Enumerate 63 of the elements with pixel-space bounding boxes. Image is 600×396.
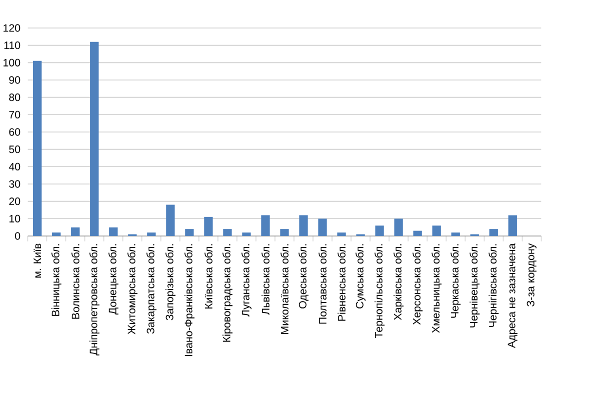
- y-tick-label: 80: [9, 94, 20, 102]
- y-tick-label: 50: [9, 146, 20, 154]
- bar: [413, 230, 422, 236]
- bar: [394, 218, 403, 236]
- bar: [508, 215, 517, 236]
- y-tick-label: 30: [9, 180, 20, 188]
- x-tick-label: Чернівецька обл.: [470, 244, 480, 328]
- y-tick-label: 110: [4, 42, 20, 50]
- bar: [318, 218, 327, 236]
- bar: [489, 229, 498, 236]
- bar: [52, 232, 61, 236]
- x-tick-label: Донецька обл.: [108, 244, 118, 315]
- bar: [337, 232, 346, 236]
- x-tick-label: Дніпропетровська обл.: [89, 244, 100, 356]
- x-tick-label: Вінницька обл.: [51, 244, 62, 316]
- x-tick-label: З-за кордону: [526, 243, 536, 306]
- y-tick-label: 60: [9, 128, 20, 136]
- x-tick-label: Житомирська обл.: [127, 244, 138, 334]
- bar: [223, 229, 232, 236]
- y-tick-label: 90: [9, 76, 20, 84]
- bar: [185, 229, 194, 236]
- bar: [280, 229, 289, 236]
- bar: [166, 204, 175, 236]
- y-tick-label: 20: [9, 198, 20, 206]
- x-tick-label: м. Київ: [34, 244, 42, 278]
- x-tick-label: Адреса не зазначена: [508, 243, 518, 348]
- x-tick-label: Тернопільська обл.: [374, 244, 385, 338]
- bar: [451, 232, 460, 236]
- x-tick-label: Одеська обл.: [298, 244, 308, 308]
- x-tick-label: Херсонська обл.: [412, 244, 423, 325]
- x-tick-label: Львівська обл.: [262, 244, 270, 315]
- bar: [375, 226, 384, 236]
- x-tick-label: Сумська обл.: [356, 244, 366, 308]
- y-tick-label: 0: [15, 232, 20, 240]
- x-tick-label: Полтавська обл.: [318, 244, 326, 324]
- y-tick-label: 40: [8, 162, 20, 170]
- x-tick-label: Київська обл.: [204, 244, 212, 309]
- bar: [432, 226, 441, 236]
- bar: [71, 227, 80, 236]
- x-tick-label: Луганська обл.: [241, 244, 252, 317]
- bar: [261, 215, 270, 236]
- y-tick-label: 70: [9, 110, 20, 118]
- x-tick-label: Харківська обл.: [394, 244, 404, 320]
- x-tick-label: Запорізька обл.: [165, 244, 176, 320]
- x-tick-label: Хмельницька обл.: [432, 244, 442, 333]
- x-tick-label: Закарпатська обл.: [146, 244, 156, 334]
- x-tick-label: Івано-Франківська обл.: [184, 244, 194, 356]
- x-tick-label: Волинська обл.: [71, 244, 80, 319]
- y-tick-label: 10: [9, 214, 20, 222]
- y-tick-label: 120: [4, 24, 20, 32]
- bar: [33, 60, 42, 236]
- x-tick-label: Рівненська обл.: [338, 244, 346, 321]
- x-tick-label: Чернігівська обл.: [488, 244, 499, 327]
- x-tick-label: Черкаська обл.: [450, 244, 461, 318]
- bar: [147, 232, 156, 236]
- bar: [90, 42, 99, 236]
- y-tick-label: 100: [4, 58, 20, 66]
- bar: [299, 215, 308, 236]
- x-tick-label: Миколаївська обл.: [280, 244, 288, 334]
- bar: [109, 227, 118, 236]
- bar: [242, 232, 251, 236]
- bar: [204, 216, 213, 236]
- x-tick-label: Кіровоградська обл.: [222, 244, 232, 342]
